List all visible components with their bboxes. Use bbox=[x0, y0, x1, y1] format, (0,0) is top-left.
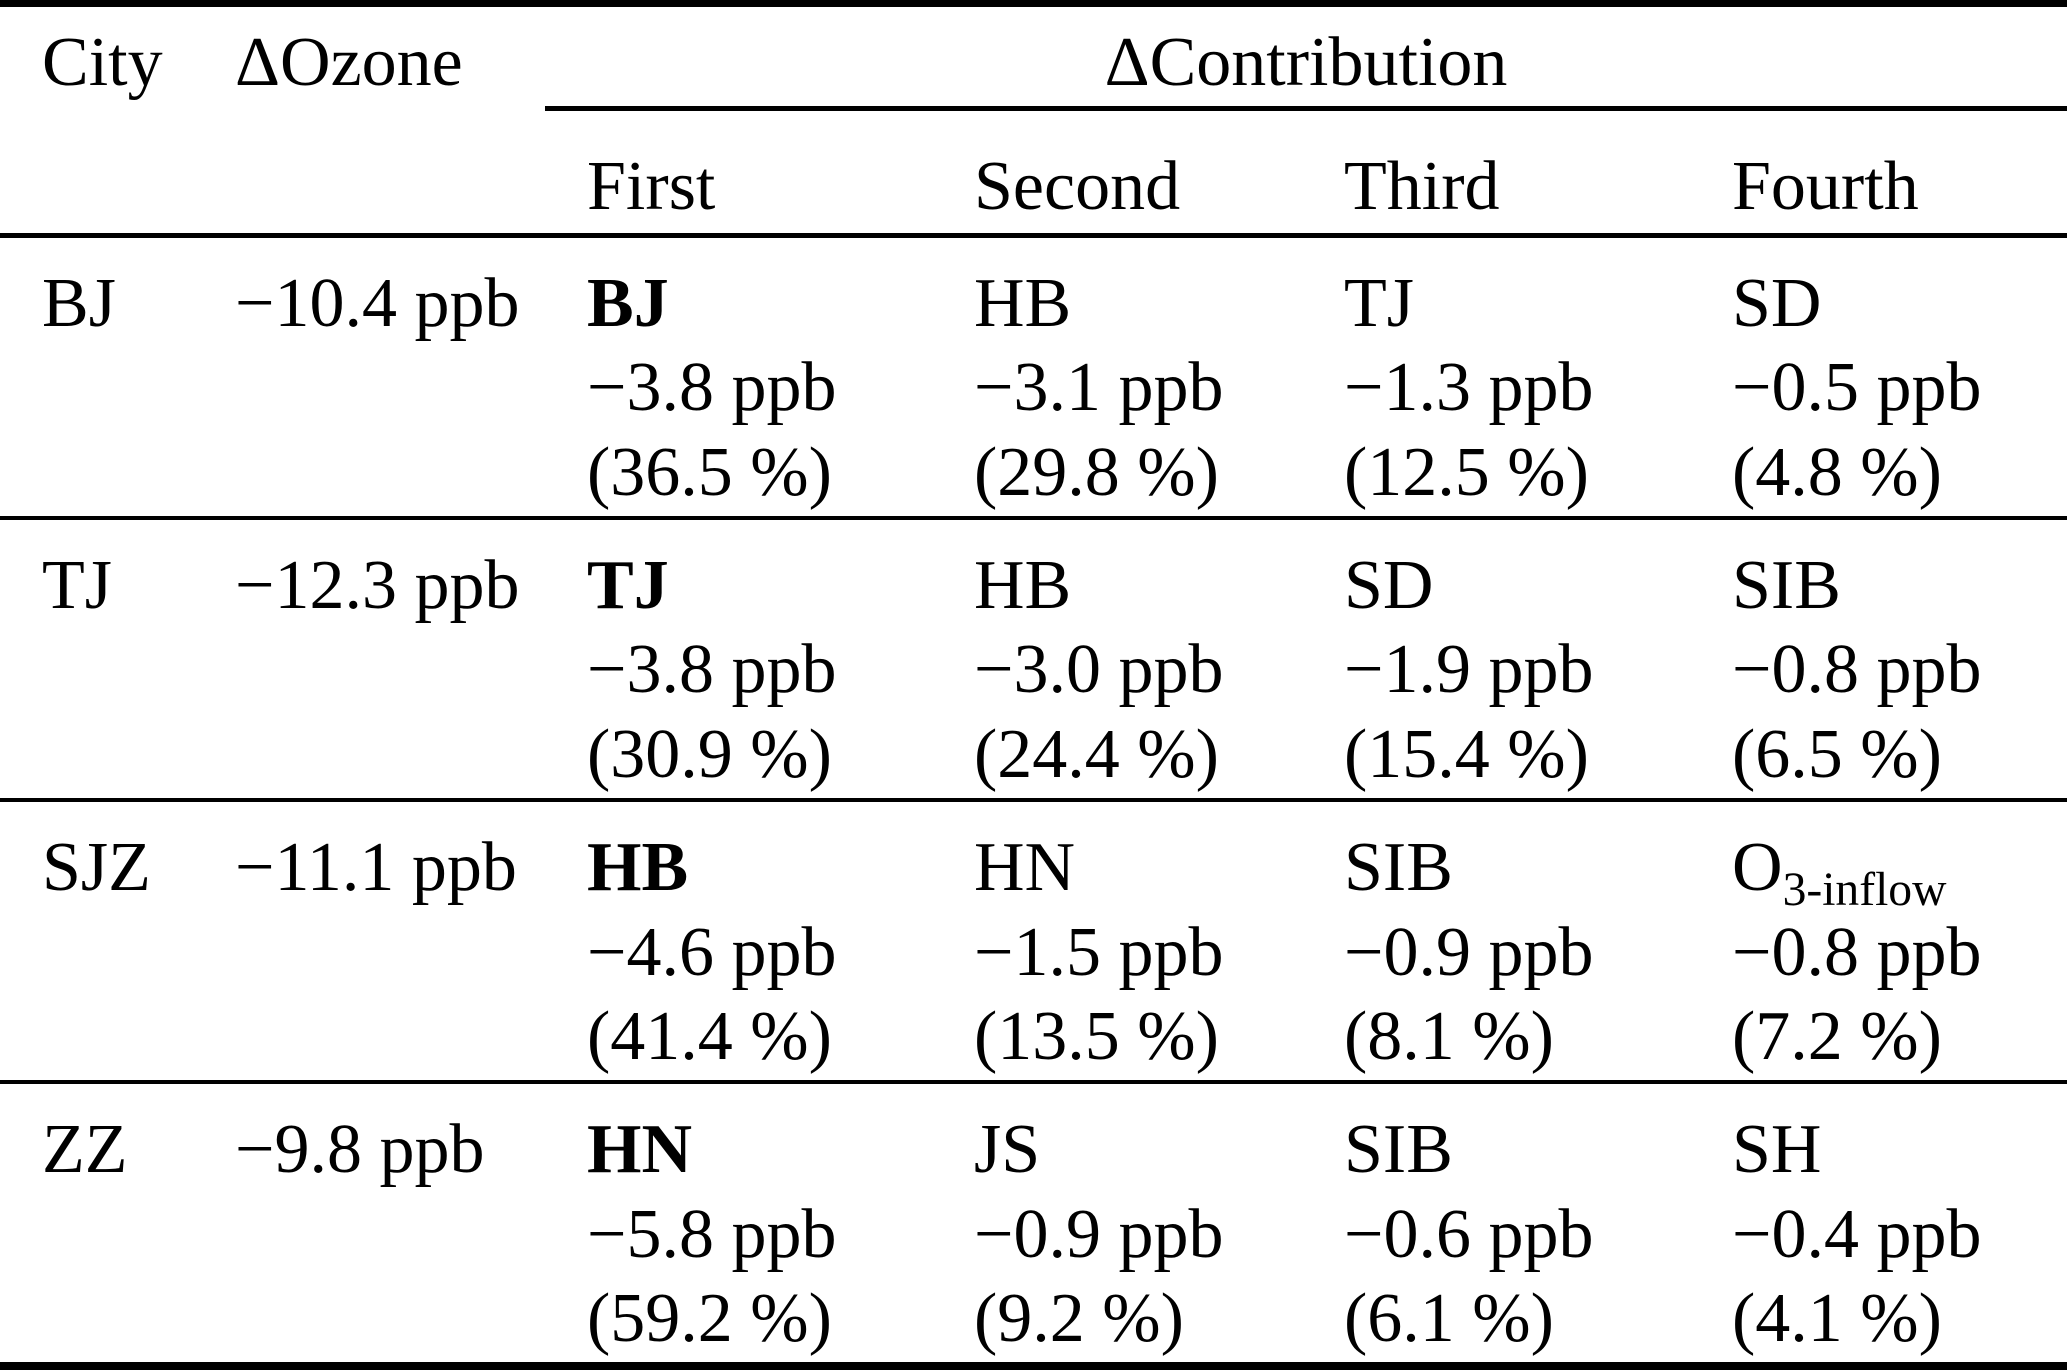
contribution-percent: (6.5 %) bbox=[1732, 716, 1942, 794]
region-name: SIB bbox=[1344, 828, 1453, 906]
header-rank-fourth: Fourth bbox=[1690, 108, 2067, 238]
contribution-value: −3.1 ppb bbox=[974, 349, 1224, 427]
contribution-value: −0.6 ppb bbox=[1344, 1195, 1594, 1273]
region-name: HN bbox=[587, 1110, 692, 1188]
region-name: TJ bbox=[1344, 264, 1414, 342]
region-name: HB bbox=[587, 828, 689, 906]
contribution-percent: (13.5 %) bbox=[974, 998, 1219, 1076]
header-contribution: ΔContribution bbox=[545, 3, 2067, 111]
ozone-cell: −10.4 ppb bbox=[193, 235, 545, 520]
contribution-percent: (7.2 %) bbox=[1732, 998, 1942, 1076]
header-rank-second: Second bbox=[932, 108, 1302, 238]
contribution-value: −0.9 ppb bbox=[974, 1195, 1224, 1273]
table-row: SJZ −11.1 ppb HB −4.6 ppb (41.4 %) HN −1… bbox=[0, 799, 2067, 1084]
contribution-cell-second: HB −3.1 ppb (29.8 %) bbox=[932, 235, 1302, 520]
city-cell: TJ bbox=[0, 517, 193, 802]
contribution-value: −0.8 ppb bbox=[1732, 913, 1982, 991]
contribution-cell-second: HB −3.0 ppb (24.4 %) bbox=[932, 517, 1302, 802]
region-name: BJ bbox=[587, 264, 669, 342]
contribution-value: −1.9 ppb bbox=[1344, 631, 1594, 709]
city-cell: ZZ bbox=[0, 1081, 193, 1368]
region-name: SH bbox=[1732, 1110, 1822, 1188]
header-city: City bbox=[0, 3, 193, 238]
contribution-cell-third: SD −1.9 ppb (15.4 %) bbox=[1302, 517, 1690, 802]
header-rank-third: Third bbox=[1302, 108, 1690, 238]
contribution-cell-first: HB −4.6 ppb (41.4 %) bbox=[545, 799, 932, 1084]
table-row: TJ −12.3 ppb TJ −3.8 ppb (30.9 %) HB −3.… bbox=[0, 517, 2067, 802]
contribution-cell-first: TJ −3.8 ppb (30.9 %) bbox=[545, 517, 932, 802]
table-row: ZZ −9.8 ppb HN −5.8 ppb (59.2 %) JS −0.9… bbox=[0, 1081, 2067, 1368]
contribution-cell-first: HN −5.8 ppb (59.2 %) bbox=[545, 1081, 932, 1368]
contribution-value: −3.8 ppb bbox=[587, 349, 837, 427]
contribution-percent: (12.5 %) bbox=[1344, 434, 1589, 512]
contribution-value: −0.4 ppb bbox=[1732, 1195, 1982, 1273]
contribution-cell-third: SIB −0.9 ppb (8.1 %) bbox=[1302, 799, 1690, 1084]
region-name: HB bbox=[974, 264, 1072, 342]
ozone-cell: −12.3 ppb bbox=[193, 517, 545, 802]
region-name: TJ bbox=[587, 546, 669, 624]
contribution-percent: (30.9 %) bbox=[587, 716, 832, 794]
contribution-percent: (4.8 %) bbox=[1732, 434, 1942, 512]
region-subscript: 3-inflow bbox=[1782, 863, 1947, 916]
region-name: SIB bbox=[1732, 546, 1841, 624]
contribution-value: −4.6 ppb bbox=[587, 913, 837, 991]
contribution-percent: (9.2 %) bbox=[974, 1280, 1184, 1358]
contribution-value: −3.8 ppb bbox=[587, 631, 837, 709]
region-name: SD bbox=[1344, 546, 1434, 624]
table-row: BJ −10.4 ppb BJ −3.8 ppb (36.5 %) HB −3.… bbox=[0, 235, 2067, 520]
contribution-value: −0.9 ppb bbox=[1344, 913, 1594, 991]
region-name: SD bbox=[1732, 264, 1822, 342]
contribution-percent: (4.1 %) bbox=[1732, 1280, 1942, 1358]
contribution-percent: (6.1 %) bbox=[1344, 1280, 1554, 1358]
contribution-cell-fourth: SIB −0.8 ppb (6.5 %) bbox=[1690, 517, 2067, 802]
contribution-value: −0.5 ppb bbox=[1732, 349, 1982, 427]
region-name: JS bbox=[974, 1110, 1041, 1188]
contribution-cell-fourth: SD −0.5 ppb (4.8 %) bbox=[1690, 235, 2067, 520]
region-name: HN bbox=[974, 828, 1076, 906]
region-name: SIB bbox=[1344, 1110, 1453, 1188]
city-cell: BJ bbox=[0, 235, 193, 520]
ozone-cell: −11.1 ppb bbox=[193, 799, 545, 1084]
contribution-percent: (24.4 %) bbox=[974, 716, 1219, 794]
contribution-value: −3.0 ppb bbox=[974, 631, 1224, 709]
header-rank-first: First bbox=[545, 108, 932, 238]
contribution-value: −1.3 ppb bbox=[1344, 349, 1594, 427]
contribution-value: −1.5 ppb bbox=[974, 913, 1224, 991]
contribution-percent: (36.5 %) bbox=[587, 434, 832, 512]
table-header: City ΔOzone ΔContribution First Second T… bbox=[0, 3, 2067, 238]
region-name: HB bbox=[974, 546, 1072, 624]
contribution-cell-third: SIB −0.6 ppb (6.1 %) bbox=[1302, 1081, 1690, 1368]
contribution-percent: (29.8 %) bbox=[974, 434, 1219, 512]
contribution-percent: (59.2 %) bbox=[587, 1280, 832, 1358]
contribution-value: −0.8 ppb bbox=[1732, 631, 1982, 709]
city-cell: SJZ bbox=[0, 799, 193, 1084]
contribution-cell-second: JS −0.9 ppb (9.2 %) bbox=[932, 1081, 1302, 1368]
contribution-cell-fourth: O3-inflow −0.8 ppb (7.2 %) bbox=[1690, 799, 2067, 1084]
contribution-value: −5.8 ppb bbox=[587, 1195, 837, 1273]
contribution-cell-second: HN −1.5 ppb (13.5 %) bbox=[932, 799, 1302, 1084]
header-ozone: ΔOzone bbox=[193, 3, 545, 238]
contribution-percent: (41.4 %) bbox=[587, 998, 832, 1076]
ozone-cell: −9.8 ppb bbox=[193, 1081, 545, 1368]
region-name: O bbox=[1732, 828, 1783, 906]
contribution-percent: (8.1 %) bbox=[1344, 998, 1554, 1076]
contribution-cell-fourth: SH −0.4 ppb (4.1 %) bbox=[1690, 1081, 2067, 1368]
contribution-cell-third: TJ −1.3 ppb (12.5 %) bbox=[1302, 235, 1690, 520]
contribution-cell-first: BJ −3.8 ppb (36.5 %) bbox=[545, 235, 932, 520]
contribution-percent: (15.4 %) bbox=[1344, 716, 1589, 794]
